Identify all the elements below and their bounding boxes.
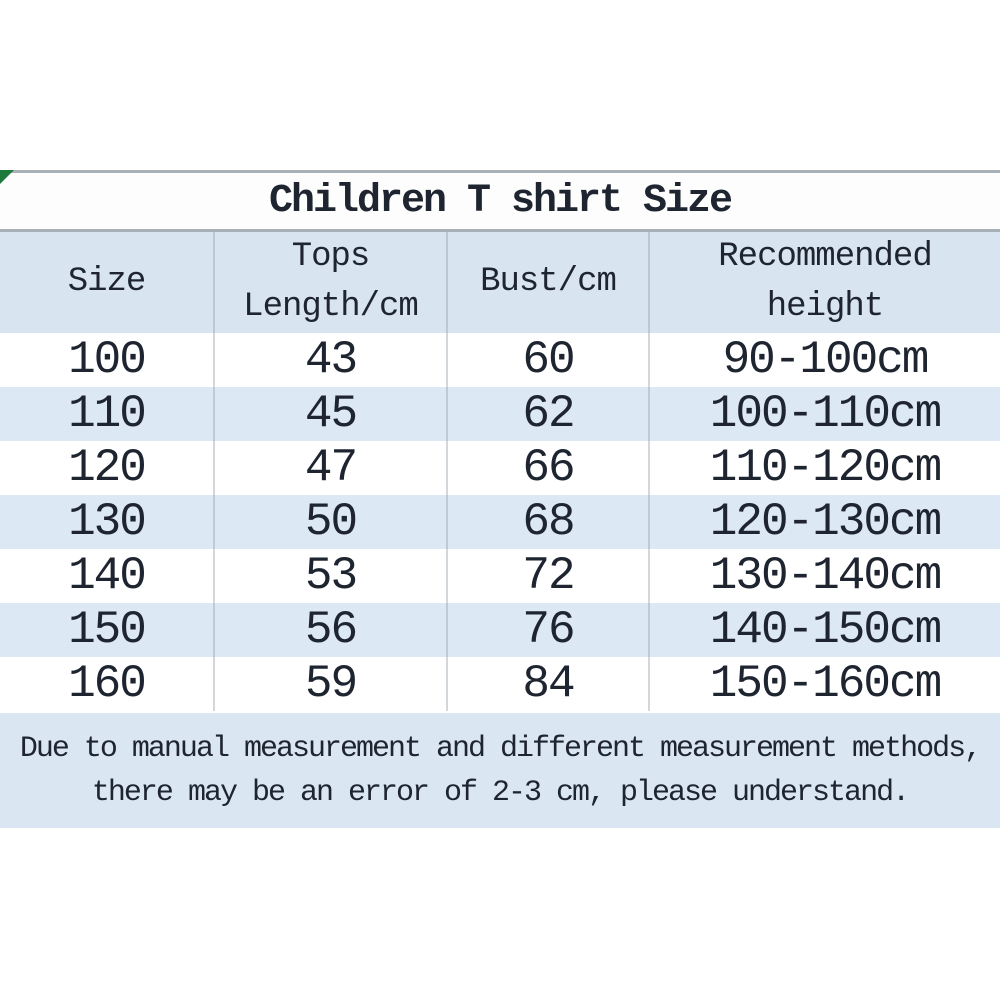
column-header-bust: Bust/cm [448, 232, 650, 333]
table-row: 130 50 68 120-130cm [0, 495, 1000, 549]
cell-size: 160 [0, 657, 215, 711]
cell-recommended-height: 110-120cm [709, 442, 942, 494]
cell-bust: 76 [448, 603, 650, 657]
cell-size: 120 [0, 441, 215, 495]
corner-marker [0, 170, 14, 184]
column-header-bust-label: Bust/cm [480, 262, 617, 301]
cell-recommended-height: 130-140cm [709, 550, 942, 602]
cell-bust: 60 [448, 333, 650, 387]
size-chart-table: Children T shirt Size Size Tops Length/c… [0, 170, 1000, 828]
table-title: Children T shirt Size [268, 178, 733, 224]
cell-tops-length: 59 [215, 657, 448, 711]
column-header-recommended-height-label: Recommended [718, 238, 932, 277]
column-header-recommended-height: Recommended height [650, 232, 1000, 333]
cell-recommended-height: 140-150cm [709, 604, 942, 656]
column-header-size: Size [0, 232, 215, 333]
cell-size: 110 [0, 387, 215, 441]
table-title-row: Children T shirt Size [0, 170, 1000, 232]
table-row: 140 53 72 130-140cm [0, 549, 1000, 603]
cell-tops-length: 50 [215, 495, 448, 549]
cell-recommended-height: 90-100cm [722, 334, 930, 386]
cell-size: 100 [0, 333, 215, 387]
table-row: 110 45 62 100-110cm [0, 387, 1000, 441]
table-header-row: Size Tops Length/cm Bust/cm Recommended … [0, 232, 1000, 333]
cell-tops-length: 43 [215, 333, 448, 387]
cell-bust: 72 [448, 549, 650, 603]
cell-size: 130 [0, 495, 215, 549]
cell-recommended-height: 120-130cm [709, 496, 942, 548]
cell-bust: 84 [448, 657, 650, 711]
cell-recommended-height: 100-110cm [709, 388, 942, 440]
cell-tops-length: 53 [215, 549, 448, 603]
table-row: 150 56 76 140-150cm [0, 603, 1000, 657]
column-header-tops-length: Tops Length/cm [215, 232, 448, 333]
cell-size: 140 [0, 549, 215, 603]
column-header-size-label: Size [67, 262, 147, 301]
disclaimer-line-1: Due to manual measurement and different … [19, 731, 982, 766]
table-row: 100 43 60 90-100cm [0, 333, 1000, 387]
cell-bust: 66 [448, 441, 650, 495]
cell-tops-length: 47 [215, 441, 448, 495]
table-row: 160 59 84 150-160cm [0, 657, 1000, 711]
cell-size: 150 [0, 603, 215, 657]
cell-tops-length: 56 [215, 603, 448, 657]
cell-bust: 62 [448, 387, 650, 441]
disclaimer-line-2: there may be an error of 2-3 cm, please … [91, 775, 910, 810]
table-row: 120 47 66 110-120cm [0, 441, 1000, 495]
cell-bust: 68 [448, 495, 650, 549]
column-header-tops-length-label: Tops [291, 238, 371, 277]
cell-tops-length: 45 [215, 387, 448, 441]
measurement-disclaimer: Due to manual measurement and different … [0, 713, 1000, 828]
cell-recommended-height: 150-160cm [709, 658, 942, 710]
